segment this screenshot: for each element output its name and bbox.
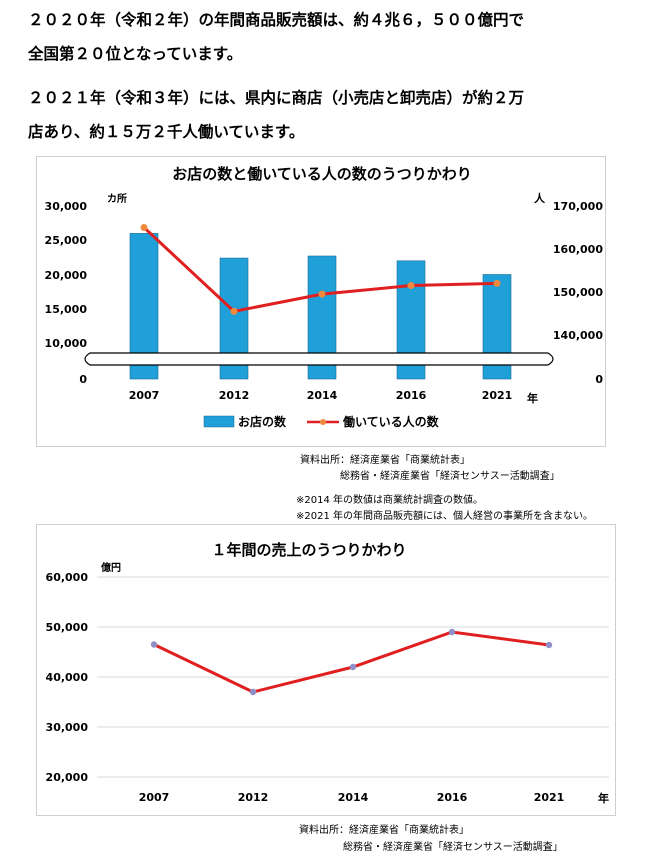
- chart2-svg: １年間の売上のうつりかわり 億円 年 60,000 50,000 40,000 30,…: [46, 541, 609, 805]
- chart1-note-2: ※2021 年の年間商品販売額には、個人経営の事業所を含まない。: [296, 511, 594, 522]
- chart2-y-unit: 億円: [101, 561, 121, 574]
- x-tick-label: 2014: [307, 389, 338, 402]
- chart2-x-unit: 年: [598, 791, 609, 805]
- chart1-svg: お店の数と働いている人の数のうつりかわり カ所 人 年 30,000 25,000…: [45, 165, 604, 429]
- chart1-panel: お店の数と働いている人の数のうつりかわり カ所 人 年 30,000 25,000…: [36, 156, 606, 447]
- y-tick-label: 20,000: [46, 771, 89, 784]
- chart1-note-1: ※2014 年の数値は商業統計調査の数値。: [296, 495, 484, 506]
- workers-point-2007: [140, 224, 148, 231]
- chart1-source-1: 資料出所：経済産業省「商業統計表」: [300, 455, 470, 466]
- right-tick-label: 150,000: [553, 286, 603, 299]
- right-tick-label: 0: [595, 373, 603, 386]
- chart1-source-2: 総務省・経済産業省「経済センサスー活動調査」: [340, 471, 560, 482]
- intro-line-3: ２０２１年（令和３年）には、県内に商店（小売店と卸売店）が約２万: [28, 89, 525, 107]
- x-tick-label: 2007: [139, 791, 170, 804]
- legend-line-label: 働いている人の数: [342, 414, 440, 429]
- y-tick-label: 30,000: [46, 721, 89, 734]
- left-tick-label: 10,000: [45, 337, 88, 350]
- axis-break-strip: [84, 352, 554, 366]
- intro-line-1: ２０２０年（令和２年）の年間商品販売額は、約４兆６，５００億円で: [28, 11, 525, 29]
- y-tick-label: 60,000: [46, 571, 89, 584]
- chart1-right-unit: 人: [534, 191, 546, 205]
- sales-point-2007: [150, 641, 158, 648]
- workers-point-2012: [230, 307, 238, 315]
- right-tick-label: 160,000: [553, 243, 603, 256]
- intro-line-4: 店あり、約１５万２千人働いています。: [28, 123, 305, 141]
- chart1-title: お店の数と働いている人の数のうつりかわり: [172, 165, 472, 183]
- chart2-source-1: 資料出所：経済産業省「商業統計表」: [299, 825, 469, 836]
- sales-line: [153, 630, 550, 694]
- workers-point-2016: [407, 282, 415, 290]
- workers-point-2014: [318, 290, 326, 298]
- workers-point-2021: [493, 279, 501, 287]
- chart1-x-unit: 年: [527, 391, 538, 405]
- sales-point-2016: [448, 628, 456, 636]
- left-tick-label: 15,000: [45, 303, 88, 316]
- chart2-title: １年間の売上のうつりかわり: [211, 541, 406, 559]
- x-tick-label: 2016: [437, 791, 468, 804]
- left-tick-label: 30,000: [45, 200, 88, 213]
- x-tick-label: 2007: [129, 389, 160, 402]
- y-tick-label: 50,000: [46, 621, 89, 634]
- chart2-source-2: 総務省・経済産業省「経済センサスー活動調査」: [343, 842, 563, 853]
- legend-bar-swatch: [203, 415, 235, 428]
- x-tick-label: 2016: [396, 389, 427, 402]
- left-tick-label: 25,000: [45, 234, 88, 247]
- sales-point-2021: [545, 641, 553, 649]
- intro-line-2: 全国第２０位となっています。: [28, 45, 243, 63]
- y-tick-label: 40,000: [46, 671, 89, 684]
- left-tick-label: 20,000: [45, 269, 88, 282]
- left-tick-label: 0: [79, 373, 87, 386]
- right-tick-label: 140,000: [553, 329, 603, 342]
- legend-line-marker: [320, 419, 326, 425]
- chart1-left-unit: カ所: [107, 192, 127, 205]
- chart2-panel: １年間の売上のうつりかわり 億円 年 60,000 50,000 40,000 30,…: [36, 524, 616, 816]
- sales-point-2012: [249, 688, 257, 696]
- x-tick-label: 2021: [482, 389, 513, 402]
- x-tick-label: 2021: [534, 791, 565, 804]
- x-tick-label: 2012: [219, 389, 250, 402]
- x-tick-label: 2012: [238, 791, 269, 804]
- legend-bar-label: お店の数: [238, 414, 287, 429]
- x-tick-label: 2014: [338, 791, 369, 804]
- right-tick-label: 170,000: [553, 200, 603, 213]
- sales-point-2014: [349, 663, 357, 671]
